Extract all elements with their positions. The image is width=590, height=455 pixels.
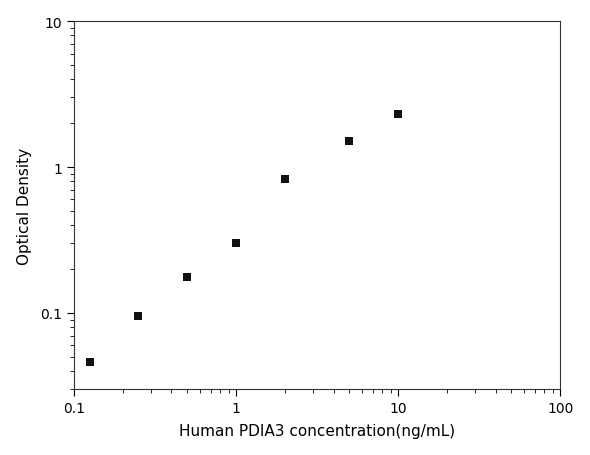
Point xyxy=(85,359,94,366)
Point xyxy=(280,176,290,183)
Point xyxy=(394,111,403,119)
Point xyxy=(182,274,192,282)
Point xyxy=(345,138,354,146)
Point xyxy=(133,313,143,320)
Y-axis label: Optical Density: Optical Density xyxy=(17,147,32,264)
Point xyxy=(231,240,241,248)
X-axis label: Human PDIA3 concentration(ng/mL): Human PDIA3 concentration(ng/mL) xyxy=(179,424,455,438)
